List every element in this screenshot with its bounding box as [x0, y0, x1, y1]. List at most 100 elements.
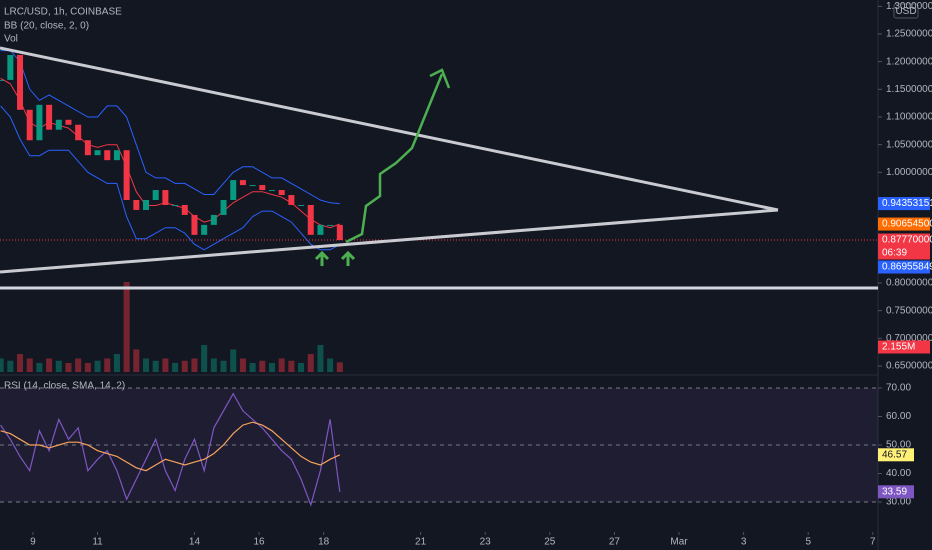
- volume-bar: [249, 363, 256, 372]
- currency-box[interactable]: [893, 3, 919, 19]
- y-tick-label: 1.10000000: [886, 112, 932, 123]
- volume-bar: [162, 358, 169, 372]
- price-tag-label: 0.86955849: [882, 262, 932, 273]
- x-tick-label: 7: [870, 537, 876, 548]
- bb-legend: BB (20, close, 2, 0): [4, 21, 89, 32]
- volume-bar: [317, 345, 324, 372]
- rsi-tick-label: 30.00: [886, 497, 911, 508]
- volume-bar: [94, 360, 101, 372]
- volume-bar: [36, 363, 43, 372]
- candle: [239, 180, 246, 186]
- candle: [268, 190, 275, 192]
- candle: [75, 124, 82, 141]
- volume-bar: [239, 358, 246, 372]
- price-tag: [878, 217, 930, 231]
- currency-label[interactable]: USD: [895, 6, 916, 17]
- x-tick-label: 21: [415, 537, 427, 548]
- rsi-tick-label: 70.00: [886, 383, 911, 394]
- trend-line: [0, 46, 779, 212]
- candle: [201, 224, 208, 235]
- candle: [17, 55, 24, 110]
- x-tick-label: 14: [189, 537, 201, 548]
- volume-bar: [172, 363, 179, 372]
- candle: [307, 204, 314, 235]
- volume-bar: [327, 358, 334, 372]
- price-tag-label: 0.87770000: [882, 235, 932, 246]
- candle: [26, 109, 33, 141]
- candle: [7, 55, 14, 80]
- rsi-line: [0, 392, 341, 507]
- x-tick-label: Mar: [670, 537, 688, 548]
- volume-bar: [75, 358, 82, 372]
- candle: [210, 214, 217, 225]
- up-arrow: [314, 250, 330, 266]
- projection-arrow: [345, 73, 444, 244]
- candle: [288, 195, 295, 205]
- y-tick-label: 1.30000000: [886, 1, 932, 12]
- y-tick-label: 0.65000000: [886, 361, 932, 372]
- candle: [317, 224, 324, 235]
- volume-bar: [55, 360, 62, 372]
- volume-bar: [143, 358, 150, 372]
- volume-bar: [46, 358, 53, 372]
- volume-bar: [298, 363, 305, 372]
- price-tag-label: 2.155M: [882, 342, 915, 353]
- candle: [172, 204, 179, 206]
- rsi-sma: [0, 421, 341, 472]
- bb-upper: [0, 50, 340, 205]
- volume-bar: [123, 282, 130, 372]
- candle: [181, 204, 188, 215]
- y-tick-label: 1.25000000: [886, 29, 932, 40]
- volume-bar: [191, 358, 198, 372]
- volume-bar: [84, 363, 91, 372]
- volume-bar: [307, 354, 314, 372]
- rsi-tag-label: 33.59: [882, 486, 907, 497]
- rsi-tick-label: 50.00: [886, 440, 911, 451]
- candle: [104, 150, 111, 161]
- volume-bar: [210, 358, 217, 372]
- x-tick-label: 27: [609, 537, 621, 548]
- volume-bar: [230, 349, 237, 372]
- candle: [36, 104, 43, 141]
- candle: [230, 180, 237, 201]
- volume-bar: [201, 345, 208, 372]
- volume-bar: [336, 362, 343, 372]
- symbol-legend: LRC/USD, 1h, COINBASE: [4, 7, 122, 18]
- candle: [336, 224, 343, 241]
- price-tag: [878, 260, 930, 274]
- candle: [327, 224, 334, 226]
- y-tick-label: 1.20000000: [886, 56, 932, 67]
- candle: [162, 190, 169, 205]
- candle: [84, 140, 91, 156]
- candle: [152, 190, 159, 201]
- price-tag: [878, 340, 930, 354]
- volume-bar: [152, 360, 159, 372]
- x-tick-label: 16: [254, 537, 266, 548]
- rsi-tick-label: 60.00: [886, 411, 911, 422]
- x-tick-label: 23: [480, 537, 492, 548]
- candle: [94, 150, 101, 156]
- candle: [278, 190, 285, 196]
- x-tick-label: 5: [805, 537, 811, 548]
- candle: [143, 200, 150, 210]
- x-tick-label: 3: [741, 537, 747, 548]
- trend-line: [0, 208, 779, 274]
- candle: [191, 214, 198, 235]
- volume-bar: [7, 360, 14, 372]
- candle: [46, 104, 53, 130]
- x-tick-label: 11: [92, 537, 103, 548]
- volume-bar: [26, 358, 33, 372]
- volume-bar: [133, 349, 140, 372]
- volume-bar: [17, 354, 24, 372]
- rsi-tick-label: 40.00: [886, 468, 911, 479]
- candle: [113, 150, 120, 161]
- x-tick-label: 25: [544, 537, 556, 548]
- y-tick-label: 1.05000000: [886, 139, 932, 150]
- volume-bar: [181, 360, 188, 372]
- volume-bar: [278, 358, 285, 372]
